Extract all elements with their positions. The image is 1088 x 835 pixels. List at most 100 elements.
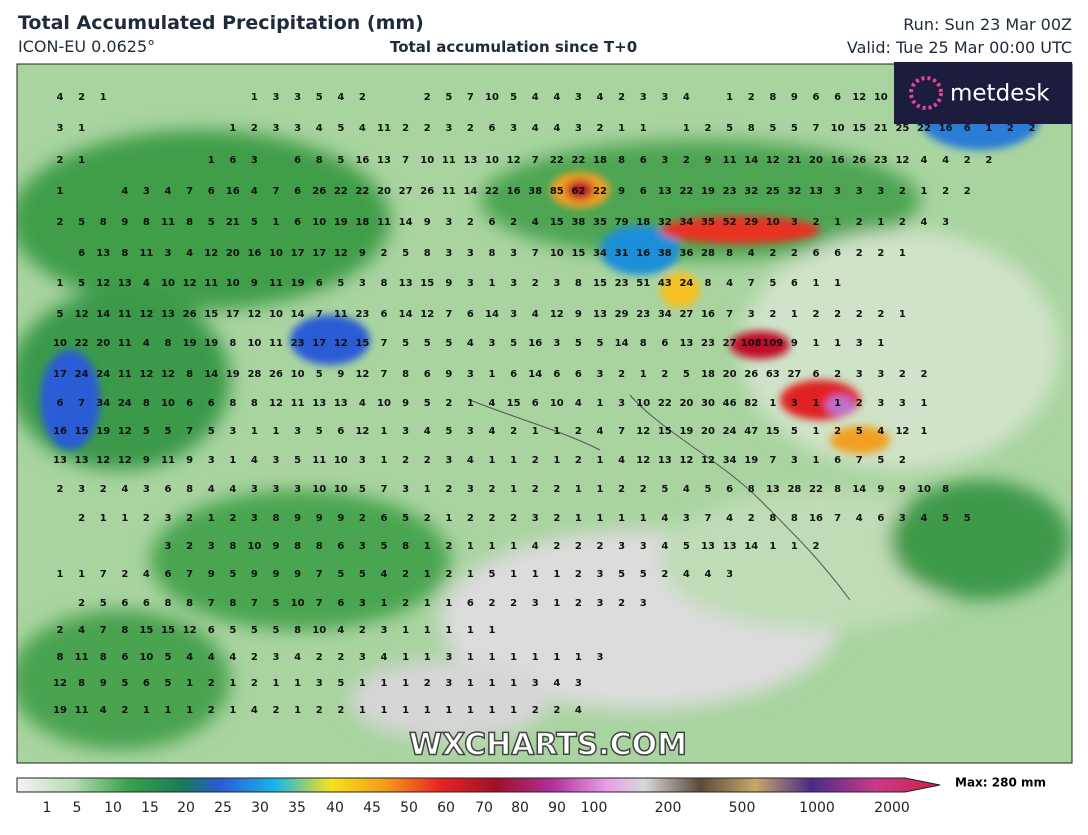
grid-value: 1 [769,398,776,409]
grid-value: 2 [208,678,215,689]
grid-value: 4 [532,541,539,552]
grid-value: 3 [165,248,172,259]
grid-value: 10 [161,278,175,289]
grid-value: 2 [813,217,820,228]
grid-value: 6 [510,369,517,380]
grid-value: 1 [834,398,841,409]
grid-value: 2 [251,678,258,689]
grid-value: 4 [316,123,323,134]
grid-value: 1 [618,123,625,134]
grid-value: 21 [226,217,240,228]
value-grid: 4 2 1 1 3 3 5 4 2 2 5 7 10 5 4 4 3 4 2 3 3 4 1 2 8 9 6 6 12 103 1 1 2 3 3 4… [53,92,1035,716]
grid-value: 10 [334,484,348,495]
legend-tick-label: 1 [43,800,52,816]
grid-value: 2 [553,705,560,716]
grid-value: 2 [359,92,366,103]
grid-value: 12 [269,398,283,409]
grid-value: 12 [53,678,67,689]
grid-value: 2 [575,541,582,552]
grid-value: 16 [226,186,240,197]
grid-value: 14 [399,309,413,320]
grid-value: 14 [204,369,218,380]
grid-value: 19 [183,338,197,349]
grid-value: 13 [53,455,67,466]
grid-value: 1 [445,598,452,609]
grid-value: 3 [445,123,452,134]
grid-value: 2 [424,123,431,134]
grid-value: 3 [575,678,582,689]
grid-value: 12 [96,455,110,466]
grid-value: 85 [550,186,564,197]
grid-value: 31 [615,248,629,259]
grid-value: 3 [208,455,215,466]
grid-value: 5 [381,541,388,552]
grid-value: 3 [251,484,258,495]
grid-value: 6 [337,598,344,609]
grid-value: 10 [334,455,348,466]
grid-value: 23 [636,309,650,320]
grid-value: 12 [161,369,175,380]
grid-value: 2 [942,186,949,197]
grid-value: 4 [921,155,928,166]
grid-value: 3 [791,217,798,228]
grid-value: 14 [291,309,305,320]
grid-value: 12 [334,248,348,259]
grid-value: 3 [467,369,474,380]
grid-value: 4 [78,625,85,636]
grid-value: 5 [165,678,172,689]
grid-value: 2 [467,513,474,524]
grid-value: 2 [575,455,582,466]
grid-value: 2 [532,705,539,716]
grid-value: 15 [550,217,564,228]
grid-value: 4 [661,513,668,524]
grid-value: 11 [377,123,391,134]
logo-box [894,62,1072,124]
grid-value: 5 [705,484,712,495]
grid-value: 2 [489,513,496,524]
grid-value: 13 [593,309,607,320]
legend-tick-label: 30 [251,800,269,816]
grid-value: 1 [229,455,236,466]
grid-value: 4 [921,513,928,524]
grid-value: 8 [165,338,172,349]
grid-value: 3 [165,513,172,524]
grid-value: 10 [291,598,305,609]
grid-value: 2 [899,455,906,466]
grid-value: 3 [791,455,798,466]
grid-value: 4 [597,426,604,437]
grid-value: 8 [186,369,193,380]
grid-value: 34 [679,217,693,228]
grid-value: 2 [899,217,906,228]
grid-value: 6 [424,369,431,380]
grid-value: 5 [489,569,496,580]
grid-value: 1 [553,569,560,580]
grid-value: 25 [895,123,909,134]
grid-value: 38 [571,217,585,228]
grid-value: 7 [186,426,193,437]
grid-value: 29 [744,217,758,228]
grid-value: 2 [856,217,863,228]
grid-value: 6 [208,398,215,409]
grid-value: 1 [921,426,928,437]
grid-value: 7 [100,625,107,636]
grid-value: 2 [683,155,690,166]
grid-value: 2 [402,455,409,466]
grid-value: 2 [813,309,820,320]
grid-value: 1 [229,678,236,689]
grid-value: 1 [424,652,431,663]
grid-value: 7 [316,598,323,609]
grid-value: 2 [661,369,668,380]
grid-value: 5 [424,398,431,409]
grid-value: 5 [57,309,64,320]
grid-value: 4 [575,705,582,716]
grid-value: 4 [143,569,150,580]
grid-value: 4 [726,278,733,289]
grid-value: 4 [251,186,258,197]
grid-value: 6 [834,248,841,259]
grid-value: 27 [679,309,693,320]
grid-value: 2 [553,484,560,495]
grid-value: 2 [424,455,431,466]
grid-value: 15 [766,426,780,437]
grid-value: 6 [489,217,496,228]
grid-value: 1 [229,123,236,134]
